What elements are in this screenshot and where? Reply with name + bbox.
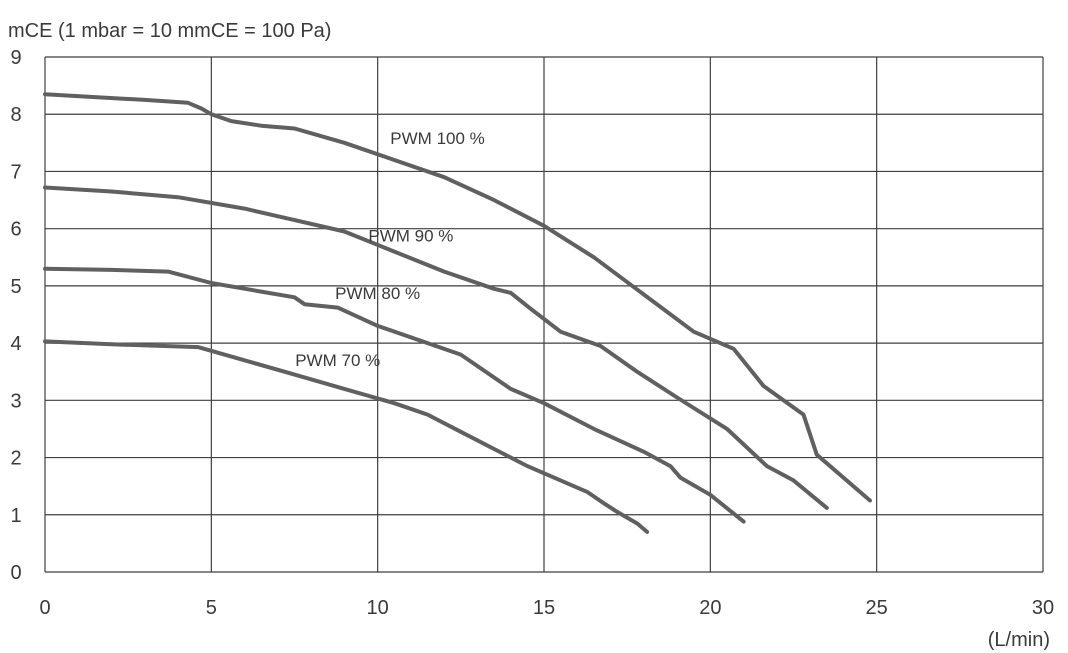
y-tick-label-9: 9: [10, 47, 21, 69]
series-line-pwm-70: [43, 339, 650, 534]
x-tick-label-0: 0: [39, 597, 50, 619]
y-tick-label-0: 0: [10, 562, 21, 584]
series-curves: [43, 92, 872, 534]
x-tick-label-20: 20: [699, 597, 721, 619]
y-tick-label-2: 2: [10, 448, 21, 470]
annotation-pwm-90: PWM 90 %: [368, 226, 453, 245]
y-tick-label-8: 8: [10, 104, 21, 126]
y-axis-unit-label: mCE (1 mbar = 10 mmCE = 100 Pa): [8, 20, 331, 42]
x-tick-label-5: 5: [206, 597, 217, 619]
x-tick-label-15: 15: [533, 597, 555, 619]
x-axis-tick-labels: 0 5 10 15 20 25 30: [39, 597, 1054, 619]
y-axis-tick-labels: 0 1 2 3 4 5 6 7 8 9: [10, 47, 21, 584]
x-tick-label-10: 10: [367, 597, 389, 619]
x-axis-unit-label: (L/min): [988, 629, 1050, 651]
series-line-pwm-80: [43, 266, 746, 524]
series-line-pwm-100: [43, 92, 872, 503]
annotation-pwm-100: PWM 100 %: [390, 129, 484, 148]
series-annotations: PWM 100 % PWM 90 % PWM 80 % PWM 70 %: [295, 129, 485, 370]
x-tick-label-25: 25: [866, 597, 888, 619]
grid-lines: [44, 56, 1044, 573]
y-tick-label-4: 4: [10, 333, 21, 355]
y-tick-label-7: 7: [10, 161, 21, 183]
annotation-pwm-80: PWM 80 %: [335, 284, 420, 303]
y-tick-label-6: 6: [10, 219, 21, 241]
y-tick-label-1: 1: [10, 505, 21, 527]
y-tick-label-5: 5: [10, 276, 21, 298]
series-line-pwm-90: [43, 185, 829, 510]
x-tick-label-30: 30: [1032, 597, 1054, 619]
y-tick-label-3: 3: [10, 390, 21, 412]
annotation-pwm-70: PWM 70 %: [295, 351, 380, 370]
